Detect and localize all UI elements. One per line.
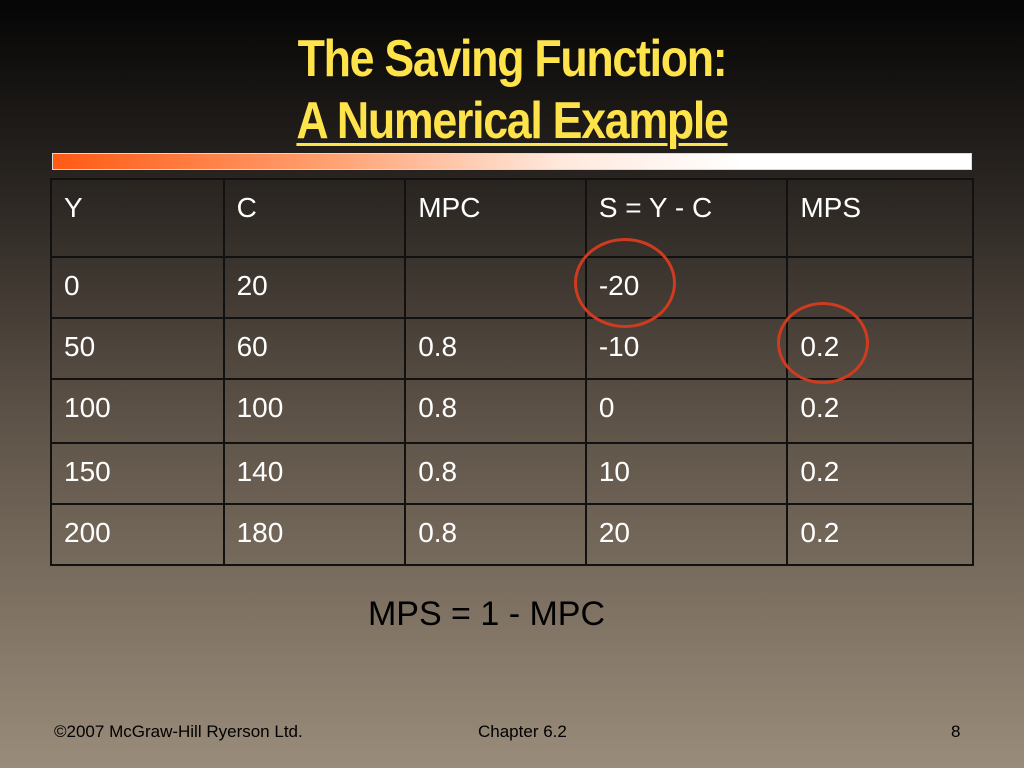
slide-title: The Saving Function: A Numerical Example <box>72 28 953 152</box>
title-line-1: The Saving Function: <box>297 30 728 88</box>
cell-mpc: 0.8 <box>404 317 587 380</box>
cell-y: 50 <box>50 317 225 380</box>
cell-saving: 10 <box>584 442 789 505</box>
mps-formula: MPS = 1 - MPC <box>367 595 606 633</box>
cell-y: 150 <box>50 442 225 505</box>
cell-y: 200 <box>50 503 225 566</box>
cell-mpc: 0.8 <box>404 503 587 566</box>
header-c: C <box>222 178 407 258</box>
cell-y: 100 <box>50 378 225 444</box>
footer-page-number: 8 <box>951 722 961 741</box>
header-y: Y <box>50 178 225 258</box>
header-mpc: MPC <box>404 178 587 258</box>
cell-y: 0 <box>50 256 225 319</box>
highlight-circle-mps <box>777 302 869 384</box>
accent-bar <box>52 153 972 170</box>
cell-mpc <box>404 256 587 319</box>
cell-c: 100 <box>222 378 407 444</box>
cell-mps: 0.2 <box>786 442 974 505</box>
cell-mps: 0.2 <box>786 378 974 444</box>
cell-c: 140 <box>222 442 407 505</box>
cell-saving: 0 <box>584 378 789 444</box>
table-row: 200 180 0.8 20 0.2 <box>50 503 974 566</box>
title-line-2: A Numerical Example <box>296 92 728 150</box>
cell-c: 20 <box>222 256 407 319</box>
cell-c: 180 <box>222 503 407 566</box>
footer-chapter: Chapter 6.2 <box>478 722 567 741</box>
cell-c: 60 <box>222 317 407 380</box>
footer-copyright: ©2007 McGraw-Hill Ryerson Ltd. <box>54 722 303 741</box>
cell-mpc: 0.8 <box>404 442 587 505</box>
cell-saving: 20 <box>584 503 789 566</box>
cell-mps: 0.2 <box>786 503 974 566</box>
table-row: 150 140 0.8 10 0.2 <box>50 442 974 505</box>
table-header-row: Y C MPC S = Y - C MPS <box>50 178 974 258</box>
cell-mpc: 0.8 <box>404 378 587 444</box>
highlight-circle-saving <box>574 238 676 328</box>
header-mps: MPS <box>786 178 974 258</box>
table-row: 100 100 0.8 0 0.2 <box>50 378 974 444</box>
cell-mps <box>786 256 974 319</box>
